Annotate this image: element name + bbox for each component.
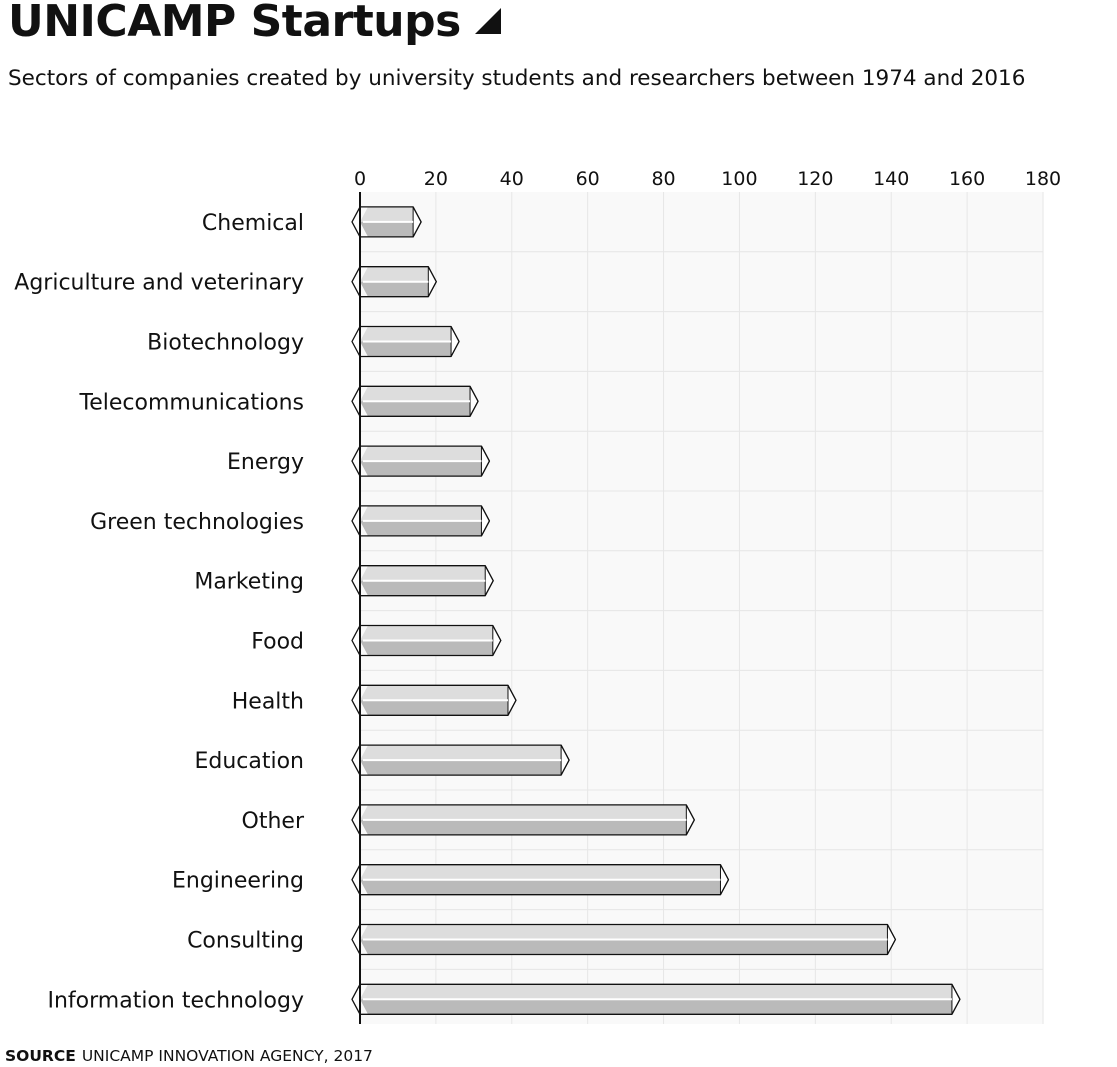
bar-bottom-face xyxy=(360,879,721,895)
bar-bottom-face xyxy=(360,341,452,357)
bar-top-face xyxy=(360,266,429,282)
category-label: Chemical xyxy=(202,211,304,236)
x-tick-label: 100 xyxy=(721,168,757,190)
source-text: UNICAMP INNOVATION AGENCY, 2017 xyxy=(81,1047,373,1065)
bar-bottom-face xyxy=(360,939,888,955)
bar-bottom-face xyxy=(360,461,482,477)
category-label: Education xyxy=(194,749,304,774)
category-label: Telecommunications xyxy=(79,390,304,415)
bar-top-face xyxy=(360,984,952,1000)
bar-bottom-face xyxy=(360,819,687,835)
bar-bottom-face xyxy=(360,999,952,1015)
category-label: Marketing xyxy=(194,570,304,595)
bar-top-face xyxy=(360,446,482,462)
bar-bottom-face xyxy=(360,700,508,716)
bar-chart: 0 20 40 60 80 100 120 140 160 180 Chemical Agricul… xyxy=(14,168,1061,1024)
bar-bottom-face xyxy=(360,580,486,596)
bar-top-face xyxy=(360,326,452,342)
bar-top-face xyxy=(360,685,508,701)
chart-title-text: UNICAMP Startups xyxy=(8,0,461,47)
bars xyxy=(351,206,961,1015)
bar xyxy=(351,325,460,358)
bar-top-face xyxy=(360,924,888,940)
bar xyxy=(351,445,491,477)
source-note: SOURCE UNICAMP INNOVATION AGENCY, 2017 xyxy=(5,1047,373,1065)
triangle-icon xyxy=(474,8,501,34)
x-tick-label: 180 xyxy=(1025,168,1061,190)
bar-top-face xyxy=(360,206,414,222)
x-tick-label: 120 xyxy=(797,168,833,190)
category-label: Health xyxy=(232,689,304,714)
bar-bottom-face xyxy=(360,221,414,237)
bar-top-face xyxy=(360,505,482,521)
bar-top-face xyxy=(360,625,493,641)
bar xyxy=(351,206,422,238)
grid-lines xyxy=(360,192,1044,1024)
x-tick-label: 160 xyxy=(949,168,985,190)
category-label: Other xyxy=(242,809,305,834)
bar-top-face xyxy=(360,386,471,402)
bar-bottom-face xyxy=(360,520,482,536)
category-labels: Chemical Agriculture and veterinary Biotec… xyxy=(14,211,305,1013)
plot-background xyxy=(360,192,1043,1024)
category-label: Green technologies xyxy=(90,510,304,535)
bar-top-face xyxy=(360,565,486,581)
bar-top-face xyxy=(360,804,687,820)
category-label: Biotechnology xyxy=(147,331,304,356)
x-tick-label: 0 xyxy=(354,168,366,190)
bar-bottom-face xyxy=(360,760,562,776)
bar xyxy=(351,804,695,836)
bar xyxy=(351,385,479,417)
x-tick-label: 60 xyxy=(576,168,600,190)
x-axis-tick-labels: 0 20 40 60 80 100 120 140 160 180 xyxy=(354,168,1061,190)
category-label: Information technology xyxy=(47,988,304,1013)
x-tick-label: 40 xyxy=(500,168,524,190)
bar xyxy=(351,624,502,657)
category-label: Agriculture and veterinary xyxy=(14,271,304,296)
bar-bottom-face xyxy=(360,281,429,297)
chart-subtitle: Sectors of companies created by universi… xyxy=(8,66,1026,91)
category-label: Consulting xyxy=(187,929,304,954)
bar-top-face xyxy=(360,745,562,761)
category-label: Energy xyxy=(227,450,304,475)
bar-bottom-face xyxy=(360,401,471,417)
bar xyxy=(351,565,494,597)
bar xyxy=(351,923,897,956)
bar-top-face xyxy=(360,864,721,880)
x-tick-label: 20 xyxy=(424,168,448,190)
bar xyxy=(351,983,961,1015)
bar xyxy=(351,864,730,896)
category-label: Food xyxy=(251,630,304,655)
x-tick-label: 80 xyxy=(651,168,675,190)
bar xyxy=(351,684,517,716)
chart-title: UNICAMP Startups xyxy=(8,0,501,47)
bar xyxy=(351,505,491,537)
x-tick-label: 140 xyxy=(873,168,909,190)
bar-bottom-face xyxy=(360,640,493,656)
bar xyxy=(351,744,570,776)
category-label: Engineering xyxy=(172,869,304,894)
source-label: SOURCE xyxy=(5,1047,76,1065)
